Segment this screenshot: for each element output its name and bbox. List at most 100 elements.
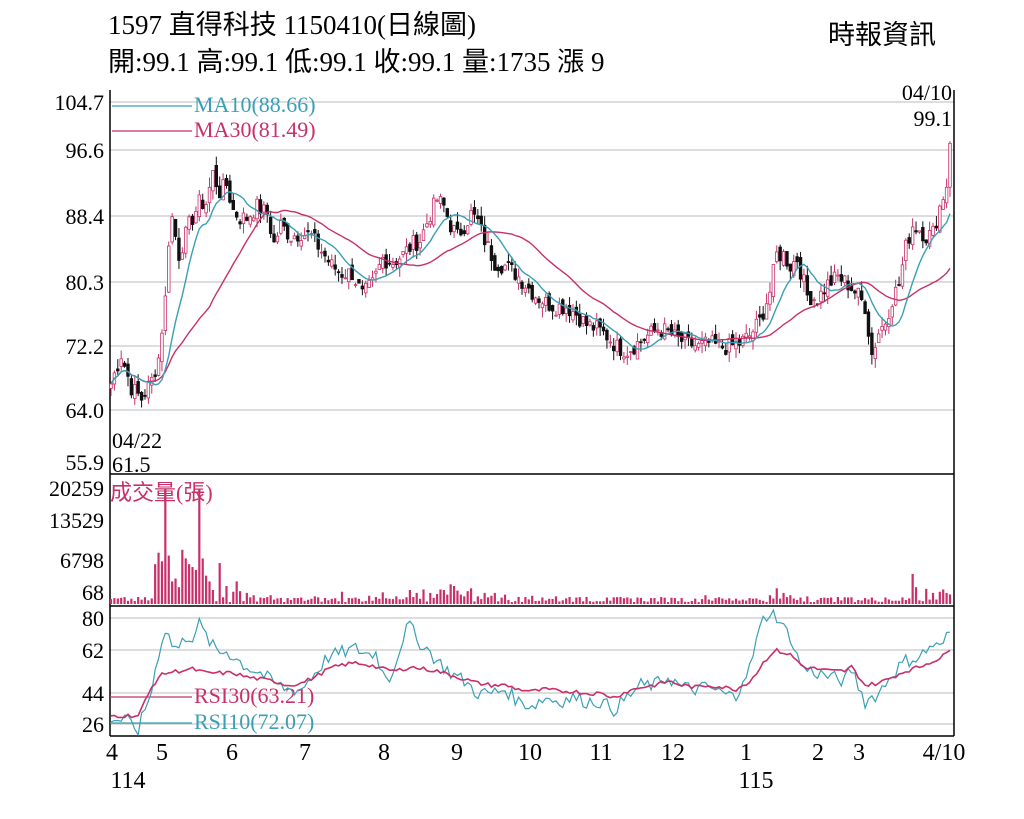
volume-bar: [534, 601, 537, 604]
candle-body: [408, 243, 412, 252]
volume-bar: [609, 600, 612, 604]
volume-bar: [171, 581, 174, 604]
candle-body: [347, 268, 351, 282]
candle-body: [639, 341, 643, 344]
volume-bar: [670, 597, 673, 604]
candle-body: [119, 358, 123, 367]
volume-bar: [259, 597, 262, 604]
candle-body: [418, 242, 422, 249]
candle-body: [306, 230, 310, 233]
candle-body: [350, 264, 354, 281]
candle-body: [177, 237, 181, 261]
volume-bar: [276, 598, 279, 604]
x-year-label: 115: [738, 768, 773, 794]
candle-body: [893, 286, 898, 306]
volume-bar: [585, 596, 588, 604]
volume-bar: [432, 597, 435, 604]
candle-body: [645, 334, 650, 344]
volume-bar: [908, 598, 911, 604]
volume-bar: [137, 597, 140, 604]
volume-bar: [313, 596, 316, 604]
volume-bar: [629, 598, 632, 604]
volume-bar: [439, 589, 442, 604]
volume-bar: [337, 601, 340, 604]
volume-bar: [340, 591, 344, 604]
candle-body: [700, 340, 704, 344]
volume-bar: [483, 592, 486, 604]
candle-body: [364, 282, 368, 294]
volume-bar: [588, 601, 592, 604]
candle-body: [530, 284, 534, 300]
volume-bar: [914, 587, 918, 604]
candle-body: [900, 264, 905, 287]
price-tick-label: 88.4: [66, 204, 105, 229]
volume-bar: [323, 597, 327, 604]
volume-bar: [857, 599, 860, 604]
candle-body: [438, 196, 443, 204]
candle-body: [187, 216, 191, 230]
ma30-legend-label: MA30(81.49): [194, 117, 316, 142]
low-date-label: 04/22: [112, 428, 162, 453]
volume-bar: [711, 600, 714, 604]
volume-bar: [595, 601, 598, 604]
volume-bar: [317, 597, 320, 604]
candle-body: [805, 275, 810, 296]
volume-bar: [853, 602, 856, 604]
candle-body: [584, 315, 589, 327]
volume-bar: [194, 569, 198, 604]
volume-bar: [666, 602, 670, 604]
volume-tick-label: 20259: [49, 476, 104, 501]
volume-bar: [673, 598, 676, 604]
volume-bar: [700, 599, 704, 604]
volume-bar: [748, 598, 751, 604]
volume-bar: [429, 592, 432, 604]
candle-body: [336, 271, 341, 274]
candle-body: [251, 217, 256, 222]
volume-bar: [867, 599, 870, 604]
candle-body: [184, 226, 188, 254]
volume-bar: [813, 601, 816, 604]
volume-bar: [745, 600, 748, 604]
candle-body: [387, 262, 392, 265]
candle-body: [211, 170, 215, 192]
volume-bar: [551, 598, 554, 604]
candle-body: [612, 345, 616, 352]
volume-bar: [891, 600, 894, 604]
volume-bar: [850, 597, 853, 604]
volume-bar: [486, 597, 490, 604]
candle-body: [214, 165, 218, 188]
candle-body: [146, 380, 151, 399]
candle-body: [778, 246, 782, 262]
candle-body: [190, 215, 195, 225]
candle-body: [136, 381, 140, 394]
volume-bar: [918, 600, 921, 604]
candle-body: [520, 281, 524, 289]
candle-body: [652, 323, 657, 331]
volume-bar: [636, 597, 639, 604]
volume-bar: [942, 589, 945, 604]
volume-bar: [554, 596, 558, 604]
volume-bar: [463, 596, 466, 604]
candle-body: [139, 392, 144, 401]
volume-bar: [646, 601, 649, 604]
candle-body: [455, 221, 460, 230]
volume-bar: [541, 597, 544, 604]
volume-bar: [870, 597, 873, 604]
volume-bar: [931, 592, 935, 604]
volume-bar: [887, 599, 890, 604]
candle-body: [122, 362, 127, 367]
candle-body: [435, 199, 439, 202]
candle-body: [262, 204, 266, 213]
candle-body: [564, 307, 568, 314]
candle-body: [870, 332, 874, 355]
volume-bar: [548, 598, 551, 604]
candle-body: [768, 291, 772, 305]
candle-body: [425, 223, 429, 228]
candle-body: [927, 229, 932, 247]
volume-bar: [571, 601, 575, 604]
candle-body: [367, 279, 371, 288]
volume-bar: [520, 601, 524, 604]
candle-body: [360, 285, 365, 290]
volume-bar: [731, 600, 734, 604]
candle-body: [693, 345, 697, 351]
